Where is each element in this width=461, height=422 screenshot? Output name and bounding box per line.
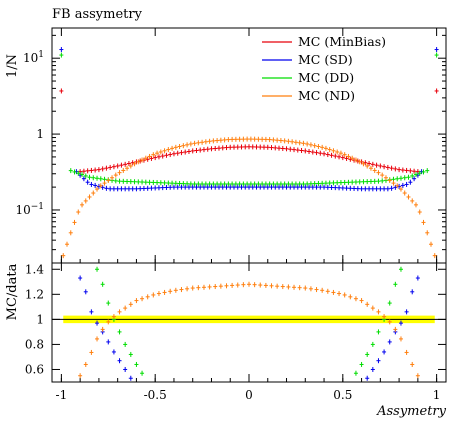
ratio-panel: -1 -0.5 0 0.5 1 0.6 0.8 1 1.2 1.4	[25, 262, 447, 402]
ratio-y-tick-label: 0.6	[25, 362, 44, 376]
chart-title: FB assymetry	[52, 7, 143, 22]
ratio-y-tick-label: 1.4	[25, 262, 44, 276]
ratio-y-tick-label: 0.8	[25, 337, 44, 351]
x-tick-label: -1	[56, 388, 68, 402]
top-y-tick-label: 10−1	[15, 202, 44, 217]
ratio-y-axis-label: MC/data	[5, 263, 20, 320]
top-panel: 101 1 10−1	[15, 27, 447, 264]
legend: MC (MinBias) MC (SD) MC (DD) MC (ND)	[262, 34, 386, 103]
x-tick-label: 1	[433, 388, 441, 402]
top-y-tick-label: 1	[36, 127, 44, 141]
top-y-axis-label: 1/N	[5, 54, 20, 78]
legend-label-mc-dd: MC (DD)	[298, 70, 354, 85]
top-y-tick-label: 101	[23, 50, 44, 65]
x-tick-label: -0.5	[144, 388, 167, 402]
legend-label-mc-sd: MC (SD)	[298, 52, 353, 67]
ratio-y-tick-label: 1	[36, 312, 44, 326]
x-tick-label: 0.5	[333, 388, 352, 402]
ratio-y-tick-label: 1.2	[25, 287, 44, 301]
x-tick-label: 0	[245, 388, 253, 402]
x-axis-label: Assymetry	[376, 404, 447, 419]
legend-label-mc-minbias: MC (MinBias)	[298, 34, 386, 49]
legend-label-mc-nd: MC (ND)	[298, 88, 355, 103]
